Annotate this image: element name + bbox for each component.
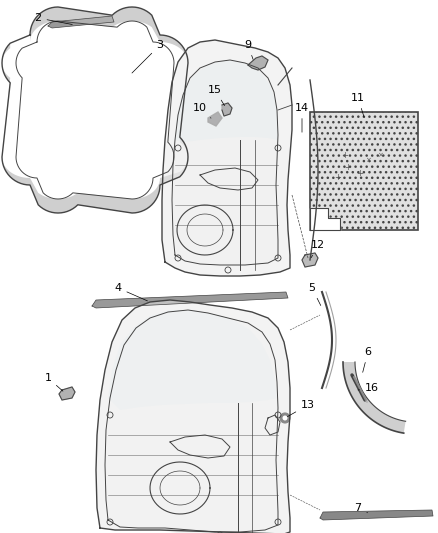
Text: 3: 3	[132, 40, 163, 73]
Text: ×: ×	[365, 157, 371, 163]
Text: 13: 13	[287, 400, 315, 417]
Text: 15: 15	[208, 85, 225, 106]
Polygon shape	[208, 112, 222, 126]
Text: 14: 14	[295, 103, 309, 132]
Text: 10: 10	[193, 103, 211, 118]
Polygon shape	[2, 7, 188, 213]
Polygon shape	[310, 208, 340, 230]
Polygon shape	[248, 56, 268, 70]
Polygon shape	[320, 510, 433, 520]
Text: +: +	[342, 150, 349, 159]
Polygon shape	[175, 60, 278, 142]
Text: 7: 7	[354, 503, 367, 513]
Text: 1: 1	[45, 373, 63, 391]
Polygon shape	[172, 60, 278, 265]
Polygon shape	[96, 300, 290, 533]
Polygon shape	[222, 103, 232, 116]
Polygon shape	[105, 310, 278, 532]
Polygon shape	[162, 40, 292, 276]
Text: 2: 2	[35, 13, 72, 25]
Text: 6: 6	[363, 347, 371, 373]
Polygon shape	[343, 362, 406, 433]
Text: 4: 4	[114, 283, 148, 301]
Text: ×: ×	[377, 152, 383, 158]
Text: 8: 8	[0, 532, 1, 533]
Text: 9: 9	[244, 40, 253, 59]
Polygon shape	[108, 310, 277, 410]
Text: +: +	[335, 174, 342, 182]
Polygon shape	[92, 292, 288, 308]
Text: 16: 16	[358, 383, 379, 393]
Polygon shape	[48, 16, 114, 28]
Circle shape	[283, 416, 287, 421]
Text: 11: 11	[351, 93, 365, 117]
Text: +: +	[357, 169, 364, 179]
Polygon shape	[59, 387, 75, 400]
Circle shape	[280, 413, 290, 423]
Text: +: +	[345, 164, 351, 173]
Polygon shape	[302, 253, 318, 267]
FancyBboxPatch shape	[310, 112, 418, 230]
Text: 5: 5	[308, 283, 321, 305]
Text: 12: 12	[311, 240, 325, 257]
